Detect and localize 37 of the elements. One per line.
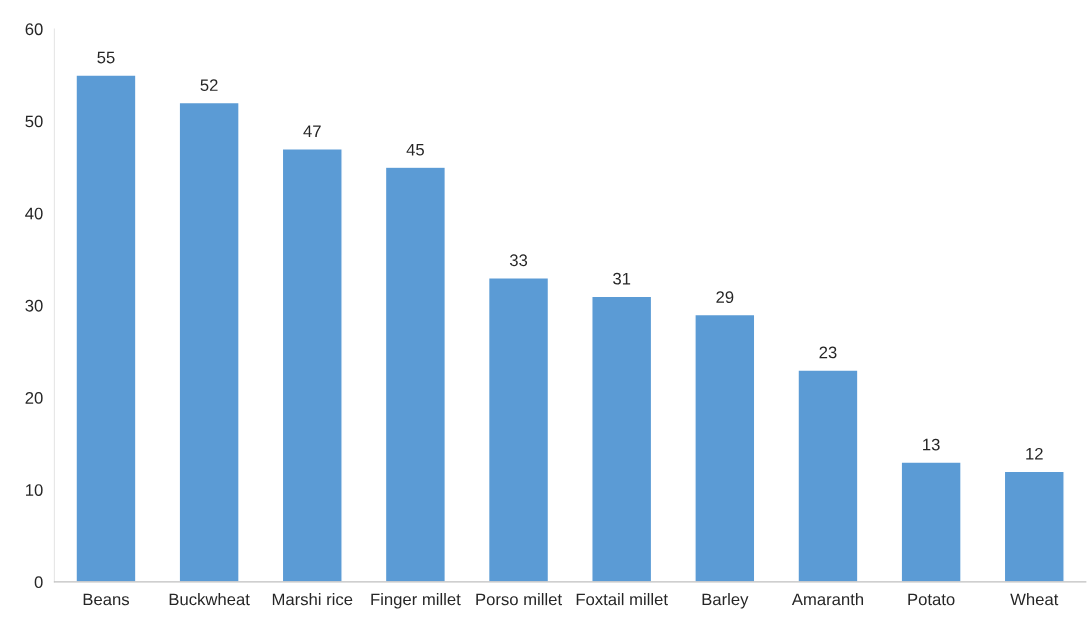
x-tick-label: Amaranth [791, 593, 864, 606]
x-tick-label: Beans [83, 593, 129, 606]
x-tick-label: Foxtail millet [576, 593, 668, 606]
x-tick-label: Porso millet [476, 593, 562, 606]
y-tick-label: 50 [25, 115, 43, 128]
y-tick-label: 0 [34, 576, 43, 589]
bar [178, 101, 240, 582]
y-tick-label: 20 [25, 391, 43, 404]
data-label: 23 [819, 346, 837, 359]
y-tick-label: 10 [26, 484, 43, 496]
bar [797, 369, 859, 582]
y-tick-label: 60 [25, 23, 43, 36]
bar [384, 166, 447, 582]
bar [487, 277, 550, 582]
y-tick-label: 40 [25, 207, 43, 220]
data-label: 31 [613, 272, 631, 285]
data-label: 12 [1026, 447, 1043, 460]
data-label: 29 [716, 291, 734, 304]
bar [591, 295, 653, 582]
data-label: 45 [406, 143, 424, 156]
bar [75, 74, 137, 582]
bar [281, 148, 343, 582]
x-tick-label: Wheat [1010, 593, 1059, 606]
data-label: 33 [509, 254, 528, 267]
data-label: 55 [97, 51, 115, 64]
bar [900, 461, 962, 582]
x-tick-label: Finger millet [371, 593, 461, 609]
bar [694, 313, 756, 582]
data-label: 52 [200, 79, 218, 92]
y-tick-label: 30 [25, 299, 43, 312]
data-label: 47 [303, 125, 321, 137]
data-label: 13 [923, 438, 940, 451]
bar [1003, 470, 1065, 582]
x-tick-label: Buckwheat [169, 593, 250, 606]
x-tick-label: Potato [908, 593, 955, 606]
x-tick-label: Marshi rice [272, 593, 353, 606]
x-tick-label: Barley [702, 593, 749, 609]
